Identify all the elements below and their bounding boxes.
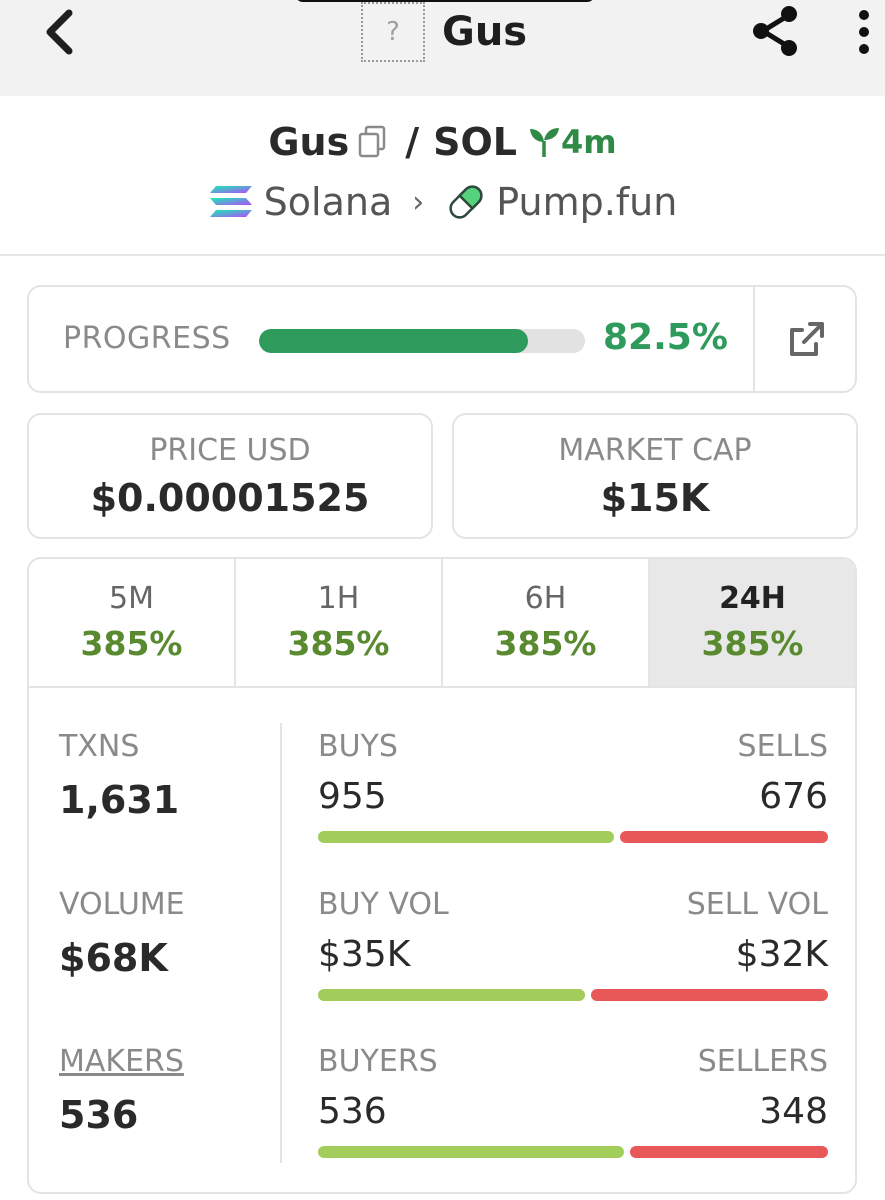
volume-bar bbox=[318, 989, 828, 1001]
tab-5m[interactable]: 5M 385% bbox=[29, 559, 236, 686]
back-button[interactable] bbox=[34, 6, 84, 58]
chain-name[interactable]: Solana bbox=[263, 180, 393, 224]
makers-link[interactable]: MAKERS bbox=[59, 1044, 184, 1079]
sells-label: SELLS bbox=[737, 729, 828, 764]
more-vertical-icon bbox=[859, 10, 869, 54]
sell-bar bbox=[619, 831, 828, 843]
share-button[interactable] bbox=[744, 0, 806, 62]
dex-name[interactable]: Pump.fun bbox=[496, 180, 678, 224]
base-token-symbol: Gus bbox=[268, 120, 350, 164]
app-bar: ? Gus bbox=[0, 0, 885, 96]
txns-stat: TXNS 1,631 bbox=[59, 729, 179, 822]
price-usd-value: $0.00001525 bbox=[90, 476, 370, 520]
sell-vol-bar bbox=[591, 989, 828, 1001]
buy-bar bbox=[318, 831, 614, 843]
open-external-button[interactable] bbox=[783, 317, 829, 363]
tab-label: 1H bbox=[317, 581, 360, 616]
copy-address-button[interactable] bbox=[357, 122, 391, 162]
price-usd-label: PRICE USD bbox=[149, 433, 311, 468]
sells-value: 676 bbox=[759, 776, 828, 817]
stats-column-divider bbox=[280, 723, 282, 1163]
pill-icon bbox=[449, 185, 483, 219]
tab-change: 385% bbox=[701, 624, 804, 663]
tab-change: 385% bbox=[80, 624, 183, 663]
market-cap-card: MARKET CAP $15K bbox=[452, 413, 858, 539]
share-icon bbox=[753, 6, 797, 56]
volume-label: VOLUME bbox=[59, 887, 185, 922]
sell-vol-label: SELL VOL bbox=[686, 887, 828, 922]
volume-stat: VOLUME $68K bbox=[59, 887, 185, 980]
tab-label: 5M bbox=[109, 581, 154, 616]
progress-percent: 82.5% bbox=[603, 317, 728, 358]
buys-label: BUYS bbox=[318, 729, 398, 764]
tab-label: 6H bbox=[524, 581, 567, 616]
makers-bar bbox=[318, 1146, 828, 1158]
makers-value: 536 bbox=[59, 1093, 139, 1137]
volume-split: BUY VOL SELL VOL $35K $32K bbox=[318, 887, 828, 1001]
copy-icon bbox=[358, 125, 386, 158]
buy-vol-value: $35K bbox=[318, 934, 411, 975]
tab-change: 385% bbox=[494, 624, 597, 663]
tab-label: 24H bbox=[719, 581, 786, 616]
pair-header: Gus / SOL 4m bbox=[0, 114, 885, 170]
txns-value: 1,631 bbox=[59, 778, 180, 822]
buys-sells-bar bbox=[318, 831, 828, 843]
txns-label: TXNS bbox=[59, 729, 140, 764]
buy-vol-label: BUY VOL bbox=[318, 887, 449, 922]
sellers-label: SELLERS bbox=[697, 1044, 828, 1079]
chevron-left-icon bbox=[46, 9, 73, 55]
token-logo-placeholder: ? bbox=[361, 2, 425, 62]
seedling-icon bbox=[530, 128, 560, 157]
buys-value: 955 bbox=[318, 776, 387, 817]
tab-6h[interactable]: 6H 385% bbox=[443, 559, 650, 686]
chain-breadcrumb: Solana › Pump.fun bbox=[0, 174, 885, 230]
timeframe-tabs: 5M 385% 1H 385% 6H 385% 24H 385% bbox=[29, 559, 855, 688]
tab-1h[interactable]: 1H 385% bbox=[236, 559, 443, 686]
buyers-bar bbox=[318, 1146, 625, 1158]
makers-stat: MAKERS 536 bbox=[59, 1044, 184, 1137]
breadcrumb-chevron: › bbox=[412, 184, 425, 220]
pair-age: 4m bbox=[527, 123, 617, 161]
page-title: Gus bbox=[442, 9, 528, 55]
solana-icon bbox=[209, 186, 252, 217]
buyers-label: BUYERS bbox=[318, 1044, 438, 1079]
buy-vol-bar bbox=[318, 989, 586, 1001]
buys-sells-split: BUYS SELLS 955 676 bbox=[318, 729, 828, 843]
sell-vol-value: $32K bbox=[735, 934, 828, 975]
buyers-value: 536 bbox=[318, 1091, 387, 1132]
progress-track bbox=[259, 329, 585, 353]
pair-age-text: 4m bbox=[561, 123, 617, 161]
tab-24h[interactable]: 24H 385% bbox=[650, 559, 855, 686]
tab-change: 385% bbox=[287, 624, 390, 663]
external-link-icon bbox=[790, 322, 824, 356]
market-cap-label: MARKET CAP bbox=[558, 433, 752, 468]
volume-value: $68K bbox=[59, 936, 168, 980]
pair-separator: / bbox=[405, 120, 420, 164]
sellers-value: 348 bbox=[759, 1091, 828, 1132]
makers-split: BUYERS SELLERS 536 348 bbox=[318, 1044, 828, 1158]
progress-fill bbox=[259, 329, 528, 353]
quote-token-symbol: SOL bbox=[433, 120, 518, 164]
header-divider bbox=[0, 254, 885, 256]
price-usd-card: PRICE USD $0.00001525 bbox=[27, 413, 433, 539]
sellers-bar bbox=[630, 1146, 828, 1158]
bonding-progress-card: PROGRESS 82.5% bbox=[27, 285, 857, 393]
progress-label: PROGRESS bbox=[63, 321, 231, 356]
logo-placeholder-text: ? bbox=[386, 17, 400, 47]
device-notch bbox=[295, 0, 595, 2]
market-cap-value: $15K bbox=[600, 476, 710, 520]
more-options-button[interactable] bbox=[846, 2, 882, 62]
progress-divider bbox=[753, 287, 755, 391]
timeframe-stats-card: 5M 385% 1H 385% 6H 385% 24H 385% TXNS 1,… bbox=[27, 557, 857, 1194]
